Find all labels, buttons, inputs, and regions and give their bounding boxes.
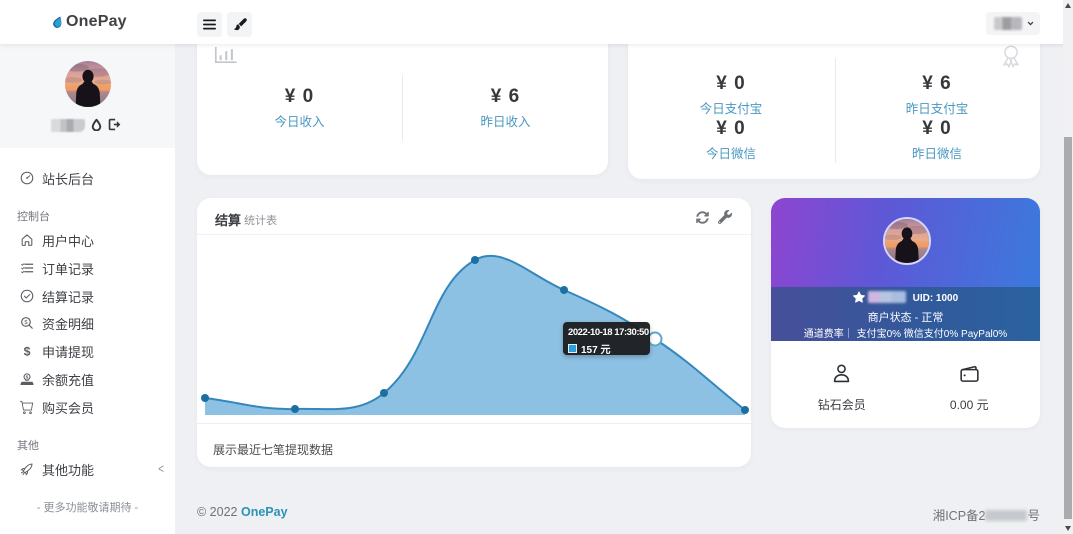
svg-text:$: $: [24, 320, 28, 326]
svg-text:$: $: [26, 374, 29, 380]
svg-text:$: $: [24, 344, 31, 358]
